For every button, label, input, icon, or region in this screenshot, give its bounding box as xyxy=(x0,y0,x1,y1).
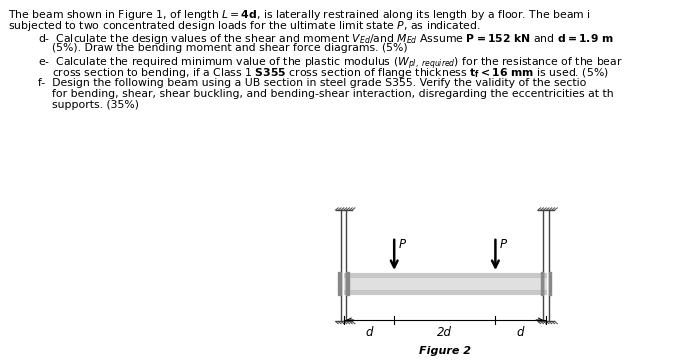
Text: d: d xyxy=(517,326,525,339)
Text: d-  Calculate the design values of the shear and moment $V_{Ed}$/and $M_{Ed}$ As: d- Calculate the design values of the sh… xyxy=(38,32,614,46)
Bar xyxy=(346,272,349,295)
Bar xyxy=(541,272,543,295)
Bar xyxy=(343,277,546,290)
Bar xyxy=(343,273,546,277)
Text: $P$: $P$ xyxy=(500,238,509,251)
Text: d: d xyxy=(365,326,373,339)
Text: for bending, shear, shear buckling, and bending-shear interaction, disregarding : for bending, shear, shear buckling, and … xyxy=(52,89,614,99)
Text: 2d: 2d xyxy=(437,326,452,339)
Text: Figure 2: Figure 2 xyxy=(419,346,471,356)
Text: $P$: $P$ xyxy=(398,238,407,251)
Text: (5%). Draw the bending moment and shear force diagrams. (5%): (5%). Draw the bending moment and shear … xyxy=(52,43,408,53)
Text: f-  Design the following beam using a UB section in steel grade S355. Verify the: f- Design the following beam using a UB … xyxy=(38,78,587,89)
Text: cross section to bending, if a Class 1 $\mathbf{S355}$ cross section of flange t: cross section to bending, if a Class 1 $… xyxy=(52,66,609,80)
Bar xyxy=(548,272,551,295)
Text: e-  Calculate the required minimum value of the plastic modulus ($W_{pl,\ requir: e- Calculate the required minimum value … xyxy=(38,55,623,72)
Text: supports. (35%): supports. (35%) xyxy=(52,100,139,110)
Bar xyxy=(338,272,341,295)
Bar xyxy=(343,290,546,294)
Text: The beam shown in Figure 1, of length $L = \mathbf{4d}$, is laterally restrained: The beam shown in Figure 1, of length $L… xyxy=(8,8,591,22)
Text: subjected to two concentrated design loads for the ultimate limit state $\mathit: subjected to two concentrated design loa… xyxy=(8,19,481,33)
